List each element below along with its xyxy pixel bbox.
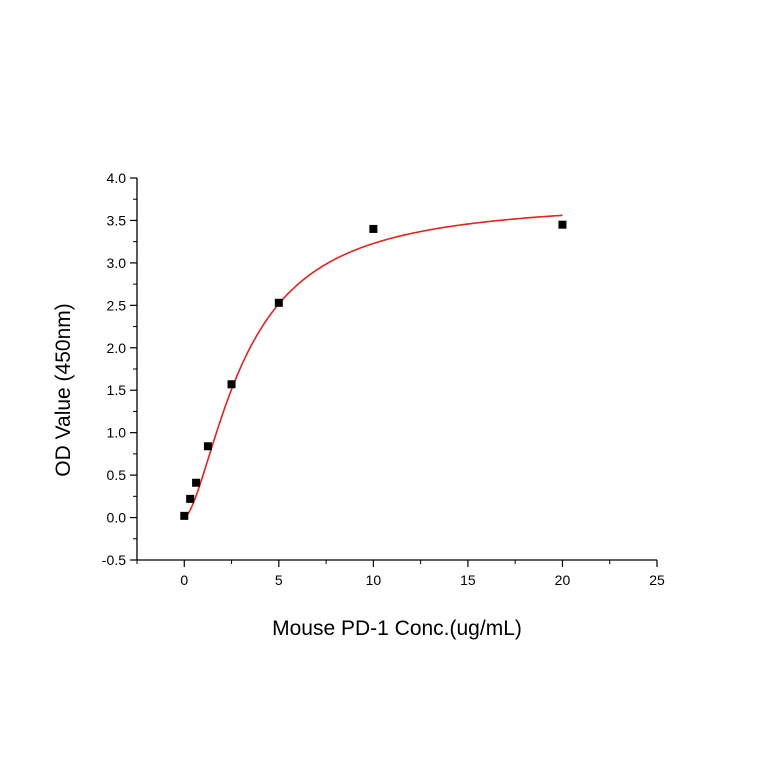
x-tick-label: 10	[366, 572, 382, 588]
data-point	[203, 442, 212, 451]
y-tick-label: -0.5	[102, 552, 126, 568]
y-tick-label: 2.5	[107, 297, 127, 313]
y-tick-label: 4.0	[107, 170, 127, 186]
y-tick-label: 0.5	[107, 467, 127, 483]
fit-curve	[184, 214, 563, 518]
data-point	[180, 511, 189, 520]
y-tick-label: 3.0	[107, 255, 127, 271]
y-tick-label: 1.5	[107, 382, 127, 398]
y-tick-label: 1.0	[107, 425, 127, 441]
x-tick-label: 5	[275, 572, 283, 588]
data-point	[192, 478, 201, 487]
x-axis-title: Mouse PD-1 Conc.(ug/mL)	[272, 617, 522, 640]
y-tick-label: 0.0	[107, 510, 127, 526]
x-tick-label: 25	[649, 572, 665, 588]
data-point	[369, 224, 378, 233]
axes: -0.5 0.0 0.5 1.0 1.5 2.0 2.5 3.0 3.5 4.0 0 5 10 15 20 2…	[102, 170, 665, 588]
data-point	[274, 298, 283, 307]
y-axis-title: OD Value (450nm)	[52, 303, 75, 477]
data-point	[227, 380, 236, 389]
fit-curve-layer	[184, 214, 563, 518]
y-tick-label: 3.5	[107, 212, 127, 228]
data-point	[558, 220, 567, 229]
data-point	[186, 494, 195, 503]
x-tick-label: 0	[180, 572, 188, 588]
x-tick-label: 20	[555, 572, 571, 588]
y-tick-label: 2.0	[107, 340, 127, 356]
data-points-layer	[180, 220, 567, 520]
x-tick-label: 15	[460, 572, 476, 588]
